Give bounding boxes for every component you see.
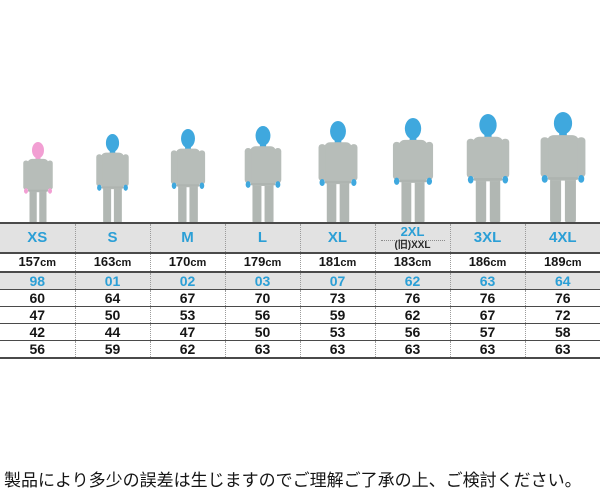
measurement-cell: 67	[449, 306, 525, 324]
height-unit: cm	[40, 257, 57, 270]
measurement-cell: 62	[374, 306, 450, 324]
person-silhouette-icon	[170, 129, 205, 223]
measurement-cell: 63	[524, 340, 600, 359]
size-label: S	[107, 229, 118, 247]
person-figure-2xl	[379, 118, 447, 224]
height-unit: cm	[265, 257, 282, 270]
measurement-cell: 72	[524, 306, 600, 324]
person-figure-3xl	[452, 114, 524, 224]
size-header-cell: XS	[0, 222, 75, 254]
person-silhouette-icon	[22, 142, 53, 223]
measurement-cell: 76	[374, 289, 450, 307]
measurement-cell: 58	[524, 323, 600, 341]
measurement-cell: 59	[74, 340, 150, 359]
measurement-cell: 62	[149, 340, 225, 359]
model-height-cell: 170cm	[149, 253, 225, 273]
model-height-cell: 163cm	[74, 253, 150, 273]
height-unit: cm	[190, 257, 207, 270]
model-height-cell: 157cm	[0, 253, 75, 273]
measurement-cell: 63	[299, 340, 375, 359]
size-code-cell: 62	[374, 272, 450, 290]
measurement-cell: 53	[149, 306, 225, 324]
height-unit: cm	[565, 257, 582, 270]
size-code-cell: 64	[524, 272, 600, 290]
measurement-cell: 50	[74, 306, 150, 324]
size-header-cell: XL	[299, 222, 375, 254]
measurement-cell: 53	[299, 323, 375, 341]
measurement-cell: 67	[149, 289, 225, 307]
measurement-cell: 56	[0, 340, 75, 359]
person-figure-s	[85, 134, 140, 224]
size-old-label: (旧)XXL	[394, 239, 431, 251]
person-silhouette-icon	[96, 134, 129, 223]
measurement-cell: 57	[449, 323, 525, 341]
model-height-cell: 179cm	[224, 253, 300, 273]
person-silhouette-icon	[318, 121, 357, 223]
person-figure-l	[232, 126, 294, 224]
measurement-cell: 44	[74, 323, 150, 341]
footnote-text: 製品により多少の誤差は生じますのでご理解ご了承の上、ご検討ください。	[4, 471, 582, 490]
measurement-cell: 47	[149, 323, 225, 341]
size-header-cell: 4XL	[524, 222, 600, 254]
model-height-cell: 183cm	[374, 253, 450, 273]
size-label: 4XL	[548, 229, 577, 247]
size-code-cell: 63	[449, 272, 525, 290]
height-unit: cm	[490, 257, 507, 270]
size-label: XS	[27, 229, 48, 247]
model-height-cell: 186cm	[449, 253, 525, 273]
size-code-cell: 03	[224, 272, 300, 290]
size-label: 3XL	[473, 229, 502, 247]
size-label: M	[181, 229, 194, 247]
person-figure-xs	[13, 142, 63, 224]
measurement-cell: 60	[0, 289, 75, 307]
measurement-cell: 56	[374, 323, 450, 341]
measurement-cell: 47	[0, 306, 75, 324]
measurement-cell: 50	[224, 323, 300, 341]
measurement-cell: 42	[0, 323, 75, 341]
person-silhouette-icon	[540, 112, 585, 223]
person-figure-xl	[305, 121, 371, 224]
size-code-cell: 01	[74, 272, 150, 290]
model-height-cell: 181cm	[299, 253, 375, 273]
size-header-cell: 3XL	[449, 222, 525, 254]
height-unit: cm	[340, 257, 357, 270]
person-silhouette-icon	[392, 118, 433, 223]
measurement-cell: 63	[374, 340, 450, 359]
measurement-cell: 76	[524, 289, 600, 307]
measurement-cell: 56	[224, 306, 300, 324]
measurement-cell: 63	[224, 340, 300, 359]
size-code-cell: 07	[299, 272, 375, 290]
measurement-cell: 73	[299, 289, 375, 307]
measurement-cell: 59	[299, 306, 375, 324]
size-header-cell: 2XL (旧)XXL	[374, 222, 450, 254]
measurement-cell: 64	[74, 289, 150, 307]
measurement-cell: 63	[449, 340, 525, 359]
person-silhouette-icon	[466, 114, 509, 223]
person-figure-m	[159, 129, 217, 224]
size-header-cell: L	[224, 222, 300, 254]
person-figure-4xl	[525, 112, 600, 224]
measurement-cell: 70	[224, 289, 300, 307]
measurement-cell: 76	[449, 289, 525, 307]
height-unit: cm	[415, 257, 432, 270]
size-code-cell: 02	[149, 272, 225, 290]
size-label: XL	[327, 229, 348, 247]
size-label: L	[257, 229, 268, 247]
size-chart-table: XS S M L XL 2XL (旧)XXL 3XL 4XL 157cm 163cm 170cm 179…	[0, 222, 600, 359]
model-height-cell: 189cm	[524, 253, 600, 273]
size-code-cell: 98	[0, 272, 75, 290]
height-unit: cm	[115, 257, 132, 270]
size-label: 2XL	[380, 225, 445, 241]
size-header-cell: S	[74, 222, 150, 254]
person-silhouette-icon	[244, 126, 281, 223]
size-header-cell: M	[149, 222, 225, 254]
